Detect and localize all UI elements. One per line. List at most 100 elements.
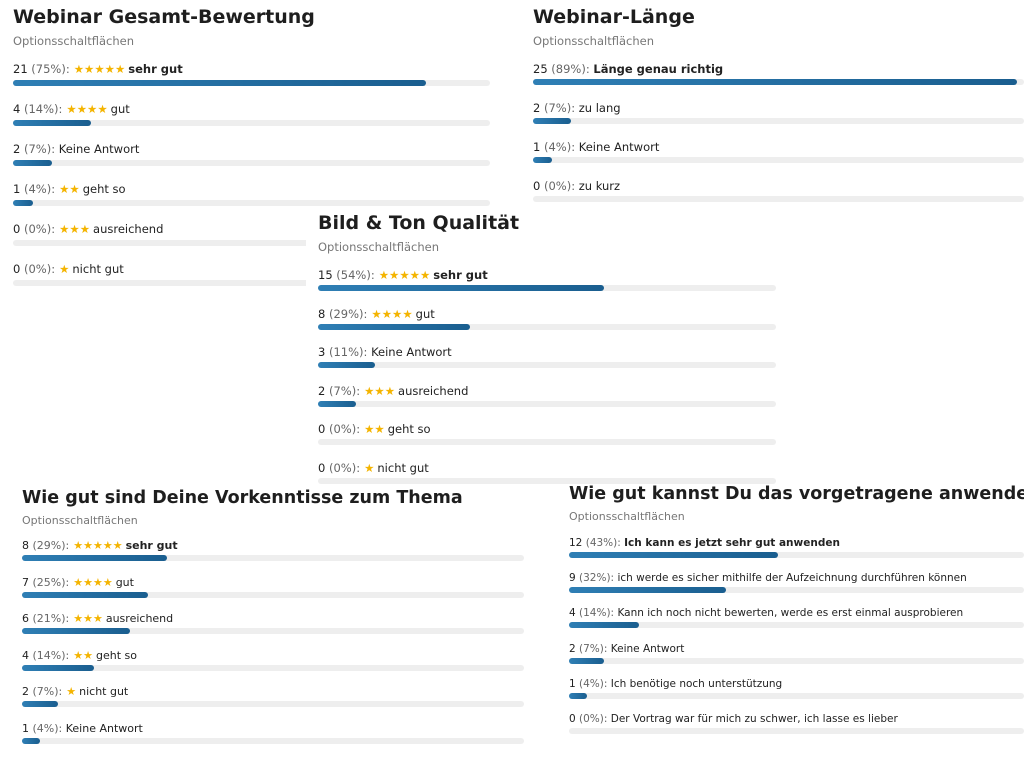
vote-percent: (11%): <box>328 345 368 359</box>
option-text: Länge genau richtig <box>593 62 724 76</box>
result-bar-track <box>13 280 490 286</box>
result-row: 0 (0%): zu kurz <box>533 177 1024 216</box>
vote-percent: (32%): <box>579 572 615 585</box>
vote-count: 4 <box>22 648 29 662</box>
result-bar-track <box>569 727 1024 734</box>
result-label: 0 (0%): ★★★ ausreichend <box>13 220 491 238</box>
panel-subtitle: Optionsschaltflächen <box>22 514 138 527</box>
result-label: 2 (7%): Keine Antwort <box>13 140 491 158</box>
result-bar-track <box>318 362 776 368</box>
result-bar-track <box>318 477 776 484</box>
vote-count: 0 <box>13 222 21 236</box>
result-row: 6 (21%): ★★★ ausreichend <box>22 610 534 647</box>
option-text: zu lang <box>578 101 621 115</box>
vote-count: 0 <box>318 422 326 436</box>
result-bar-track <box>22 701 524 707</box>
result-bar-track <box>533 157 1024 163</box>
vote-count: 0 <box>533 179 541 193</box>
vote-percent: (43%): <box>585 537 621 549</box>
result-label: 15 (54%): ★★★★★ sehr gut <box>318 266 788 284</box>
vote-percent: (14%): <box>23 102 63 116</box>
star-rating-icon: ★ <box>66 685 77 698</box>
star-rating-icon: ★★ <box>73 648 93 662</box>
result-bar-track <box>569 692 1024 699</box>
vote-count: 4 <box>569 607 576 620</box>
result-bar-track <box>22 628 524 634</box>
result-row: 4 (14%): ★★★★ gut <box>13 100 491 140</box>
vote-count: 0 <box>318 460 326 475</box>
vote-count: 8 <box>318 306 326 321</box>
panel-subtitle: Optionsschaltflächen <box>318 240 439 254</box>
result-row: 1 (4%): Keine Antwort <box>533 138 1024 177</box>
result-bar-track <box>533 118 1024 124</box>
result-bar-fill <box>22 591 148 598</box>
result-bar-track <box>22 555 524 561</box>
vote-count: 7 <box>22 575 29 589</box>
result-bar-track <box>569 552 1024 558</box>
result-bar-track <box>22 664 524 671</box>
vote-percent: (4%): <box>579 677 608 690</box>
result-row: 0 (0%): ★★★ ausreichend <box>13 220 491 260</box>
result-label: 1 (4%): ★★ geht so <box>13 180 491 198</box>
result-label: 2 (7%): Keine Antwort <box>569 641 1024 657</box>
panel-title: Webinar-Länge <box>533 6 695 28</box>
vote-percent: (29%): <box>328 306 368 321</box>
result-bar-track <box>22 591 524 598</box>
vote-percent: (7%): <box>23 142 56 156</box>
vote-percent: (4%): <box>543 140 576 154</box>
result-label: 4 (14%): Kann ich noch nicht bewerten, w… <box>569 605 1024 621</box>
result-bar-fill <box>318 323 471 330</box>
vote-count: 2 <box>569 642 576 655</box>
result-bar-fill <box>318 362 375 368</box>
result-row: 1 (4%): Keine Antwort <box>22 720 534 757</box>
vote-percent: (0%): <box>328 422 361 436</box>
vote-count: 2 <box>22 685 29 698</box>
panel-subtitle: Optionsschaltflächen <box>569 510 685 523</box>
vote-percent: (7%): <box>32 685 63 698</box>
option-text: nicht gut <box>377 460 429 475</box>
vote-percent: (0%): <box>23 262 56 276</box>
star-rating-icon: ★★★★★ <box>73 539 123 552</box>
option-text: geht so <box>82 182 126 196</box>
vote-percent: (0%): <box>579 712 608 725</box>
star-rating-icon: ★★★★★ <box>73 62 126 76</box>
result-row: 4 (14%): Kann ich noch nicht bewerten, w… <box>569 605 1024 640</box>
vote-percent: (25%): <box>32 575 70 589</box>
result-label: 7 (25%): ★★★★ gut <box>22 574 534 591</box>
vote-percent: (14%): <box>32 648 70 662</box>
vote-count: 3 <box>318 345 326 359</box>
result-row: 9 (32%): ich werde es sicher mithilfe de… <box>569 570 1024 605</box>
result-label: 4 (14%): ★★ geht so <box>22 647 534 664</box>
vote-percent: (29%): <box>32 539 70 552</box>
result-bar-fill <box>13 200 34 206</box>
result-label: 8 (29%): ★★★★ gut <box>318 305 788 323</box>
option-text: gut <box>110 102 130 116</box>
vote-count: 2 <box>533 101 541 115</box>
panel-title: Bild & Ton Qualität <box>318 212 520 234</box>
star-rating-icon: ★★★ <box>59 222 91 236</box>
star-rating-icon: ★★★★★ <box>378 268 431 282</box>
vote-percent: (89%): <box>551 62 590 76</box>
star-rating-icon: ★★★★ <box>371 306 413 321</box>
result-label: 25 (89%): Länge genau richtig <box>533 60 1024 78</box>
vote-count: 15 <box>318 268 333 282</box>
result-bar-track <box>318 439 776 445</box>
result-label: 0 (0%): ★ nicht gut <box>318 459 788 477</box>
option-text: gut <box>115 575 134 589</box>
vote-count: 6 <box>22 612 29 625</box>
vote-count: 0 <box>13 262 21 276</box>
option-text: Keine Antwort <box>610 642 685 655</box>
result-row: 2 (7%): zu lang <box>533 99 1024 138</box>
result-bar-track <box>569 587 1024 594</box>
vote-count: 2 <box>318 383 326 398</box>
panel-webinar-laenge: Webinar-Länge Optionsschaltflächen 25 (8… <box>533 6 1024 211</box>
option-text: Keine Antwort <box>58 142 140 156</box>
vote-percent: (54%): <box>336 268 375 282</box>
result-row: 2 (7%): Keine Antwort <box>569 641 1024 676</box>
result-bar-fill <box>569 657 605 664</box>
vote-count: 9 <box>569 572 576 585</box>
result-row: 3 (11%): Keine Antwort <box>318 343 788 382</box>
result-row: 2 (7%): ★ nicht gut <box>22 683 534 720</box>
result-bar-fill <box>13 120 92 126</box>
result-label: 2 (7%): ★ nicht gut <box>22 683 534 700</box>
